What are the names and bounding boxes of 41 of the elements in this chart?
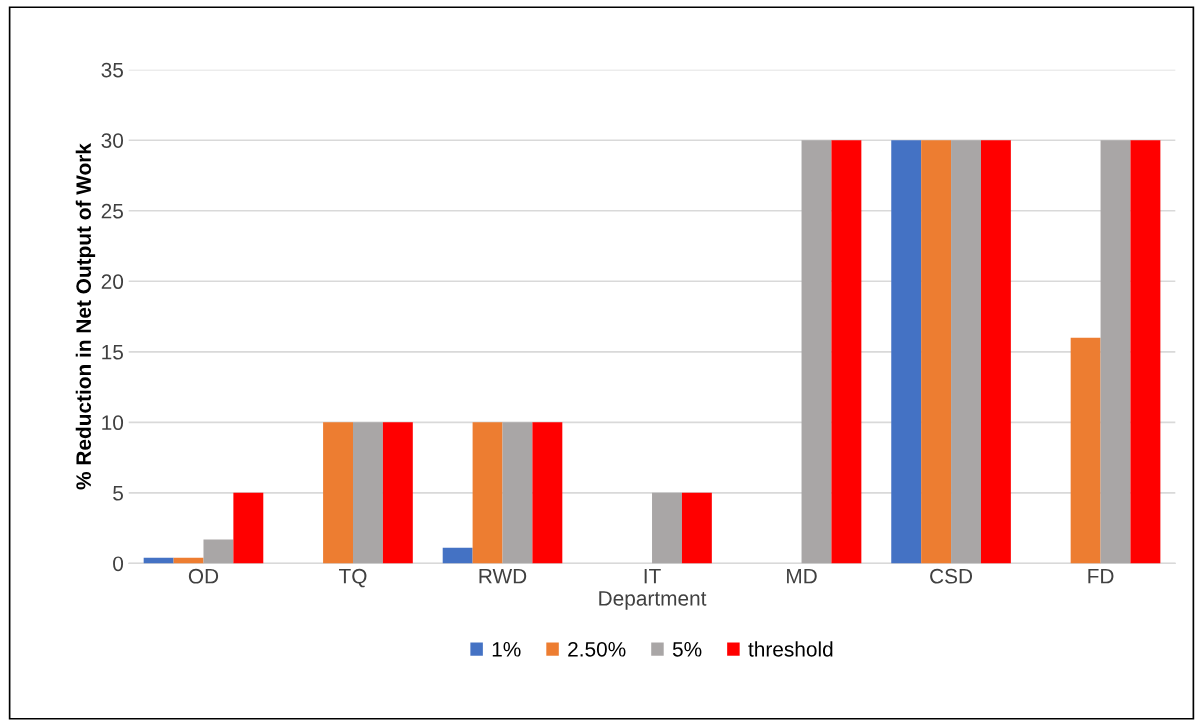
legend-label: 1% (492, 642, 521, 657)
bar (532, 422, 563, 564)
x-tick-label: TQ (339, 568, 367, 588)
bar (352, 422, 383, 564)
bar (921, 140, 952, 564)
y-tick-label: 0 (113, 556, 124, 572)
bar (891, 140, 922, 564)
bar (502, 422, 533, 564)
y-tick-label: 5 (113, 486, 123, 501)
bar (652, 492, 682, 564)
bar (980, 140, 1011, 564)
y-tick-label: 10 (102, 415, 124, 431)
y-tick-label: 35 (101, 62, 123, 78)
bar (203, 539, 234, 564)
bar (1070, 337, 1101, 564)
bar (951, 140, 981, 564)
legend-label: 5% (672, 642, 702, 657)
x-tick-label: MD (787, 569, 817, 584)
bar (233, 492, 264, 564)
y-tick-label: 25 (101, 203, 123, 219)
x-axis-title: Department (599, 591, 707, 610)
x-tick-label: CSD (930, 568, 973, 584)
y-tick-label: 20 (101, 274, 124, 290)
bar (831, 140, 862, 564)
bar (1100, 140, 1131, 564)
bar (1130, 140, 1161, 564)
legend-label: 2.50% (568, 641, 626, 657)
bar (382, 422, 413, 564)
y-tick-label: 15 (102, 345, 123, 360)
bar (472, 422, 503, 564)
x-tick-label: FD (1088, 569, 1114, 584)
bar (442, 547, 473, 564)
y-tick-label: 30 (101, 133, 124, 148)
x-tick-label: IT (644, 569, 661, 584)
bar (801, 140, 832, 564)
bar (681, 492, 712, 564)
x-tick-label: OD (188, 568, 219, 584)
x-tick-label: RWD (479, 569, 527, 584)
bar (323, 422, 353, 564)
legend-label: threshold (748, 641, 833, 657)
y-axis-title: % Reduction in Net Output of Work (75, 143, 96, 490)
